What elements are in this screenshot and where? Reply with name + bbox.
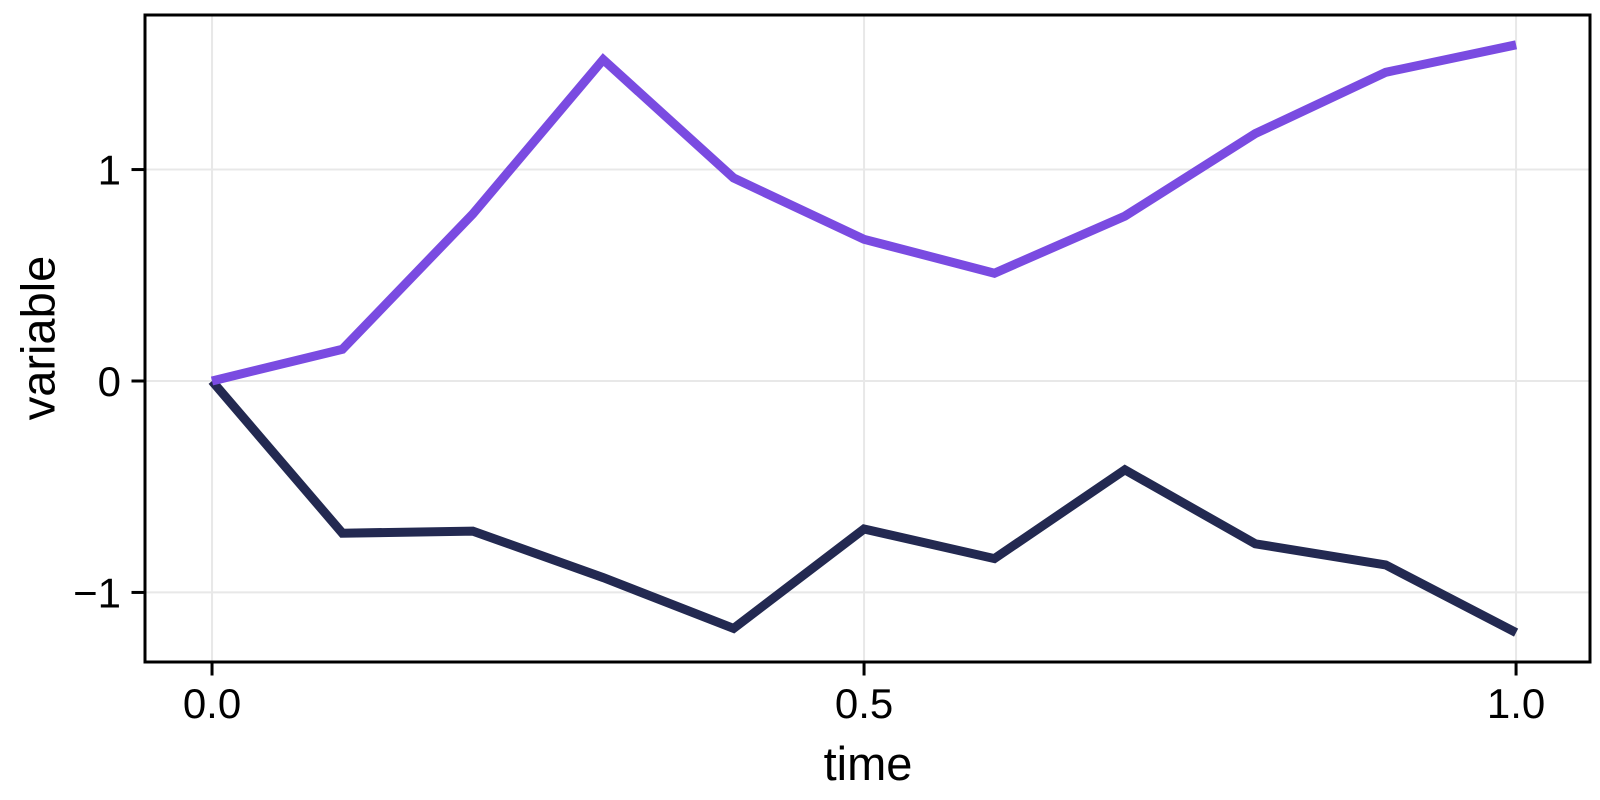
y-tick-label: 1: [98, 147, 121, 194]
x-tick-label: 0.0: [183, 680, 241, 727]
series-line-2: [210, 40, 1518, 386]
x-axis-label: time: [823, 737, 913, 790]
y-tick-label: −1: [73, 569, 121, 616]
series-line-1: [208, 378, 1519, 637]
x-tick-label: 0.5: [835, 680, 893, 727]
y-tick-label: 0: [98, 358, 121, 405]
y-axis-label: variable: [11, 255, 65, 421]
x-tick-label: 1.0: [1487, 680, 1545, 727]
plot-frame: [143, 13, 1592, 664]
